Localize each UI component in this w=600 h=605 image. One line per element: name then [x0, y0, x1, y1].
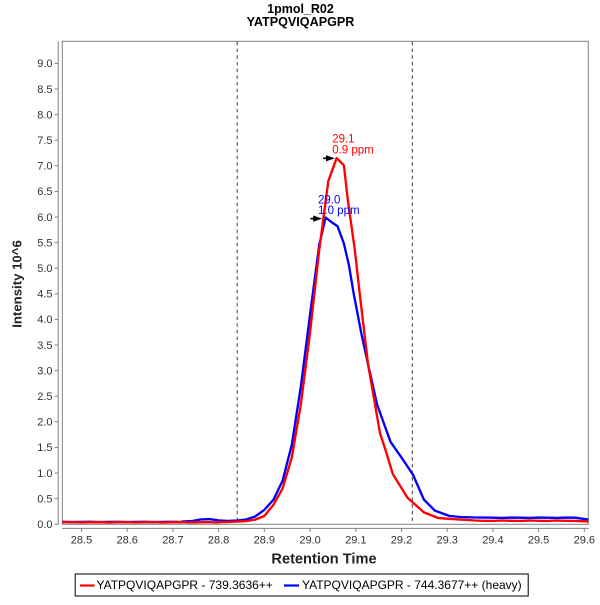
- svg-text:4.5: 4.5: [37, 289, 52, 301]
- svg-text:4.0: 4.0: [37, 314, 52, 326]
- svg-text:5.5: 5.5: [37, 237, 52, 249]
- svg-text:6.0: 6.0: [37, 212, 52, 224]
- svg-text:8.0: 8.0: [37, 109, 52, 121]
- svg-text:29.1: 29.1: [345, 535, 366, 547]
- svg-text:28.8: 28.8: [208, 535, 229, 547]
- svg-text:9.0: 9.0: [37, 58, 52, 70]
- svg-text:28.6: 28.6: [116, 535, 137, 547]
- svg-text:29.2: 29.2: [391, 535, 412, 547]
- svg-text:29.4: 29.4: [482, 535, 503, 547]
- svg-text:0.9 ppm: 0.9 ppm: [332, 144, 374, 156]
- svg-text:29.5: 29.5: [528, 535, 549, 547]
- svg-text:28.5: 28.5: [71, 535, 92, 547]
- svg-text:1.0: 1.0: [37, 468, 52, 480]
- svg-text:29.6: 29.6: [574, 535, 595, 547]
- svg-text:2.0: 2.0: [37, 417, 52, 429]
- svg-text:Intensity 10^6: Intensity 10^6: [10, 240, 25, 328]
- svg-text:29.0: 29.0: [318, 194, 340, 206]
- svg-text:7.0: 7.0: [37, 161, 52, 173]
- svg-text:YATPQVIQAPGPR - 744.3677++ (he: YATPQVIQAPGPR - 744.3677++ (heavy): [302, 578, 522, 592]
- svg-text:29.1: 29.1: [332, 134, 354, 146]
- svg-text:0.0: 0.0: [37, 519, 52, 531]
- svg-text:1pmol_R02: 1pmol_R02: [267, 2, 334, 16]
- svg-text:28.9: 28.9: [254, 535, 275, 547]
- svg-text:29.0: 29.0: [299, 535, 320, 547]
- svg-text:YATPQVIQAPGPR: YATPQVIQAPGPR: [247, 15, 355, 29]
- svg-text:1.0 ppm: 1.0 ppm: [318, 205, 360, 217]
- svg-text:1.5: 1.5: [37, 442, 52, 454]
- svg-text:8.5: 8.5: [37, 84, 52, 96]
- svg-text:Retention Time: Retention Time: [271, 552, 376, 568]
- svg-text:0.5: 0.5: [37, 493, 52, 505]
- svg-text:29.3: 29.3: [436, 535, 457, 547]
- svg-text:28.7: 28.7: [162, 535, 183, 547]
- svg-text:3.0: 3.0: [37, 365, 52, 377]
- svg-text:7.5: 7.5: [37, 135, 52, 147]
- svg-text:6.5: 6.5: [37, 186, 52, 198]
- svg-text:2.5: 2.5: [37, 391, 52, 403]
- svg-text:5.0: 5.0: [37, 263, 52, 275]
- svg-text:3.5: 3.5: [37, 340, 52, 352]
- svg-text:YATPQVIQAPGPR - 739.3636++: YATPQVIQAPGPR - 739.3636++: [97, 578, 273, 592]
